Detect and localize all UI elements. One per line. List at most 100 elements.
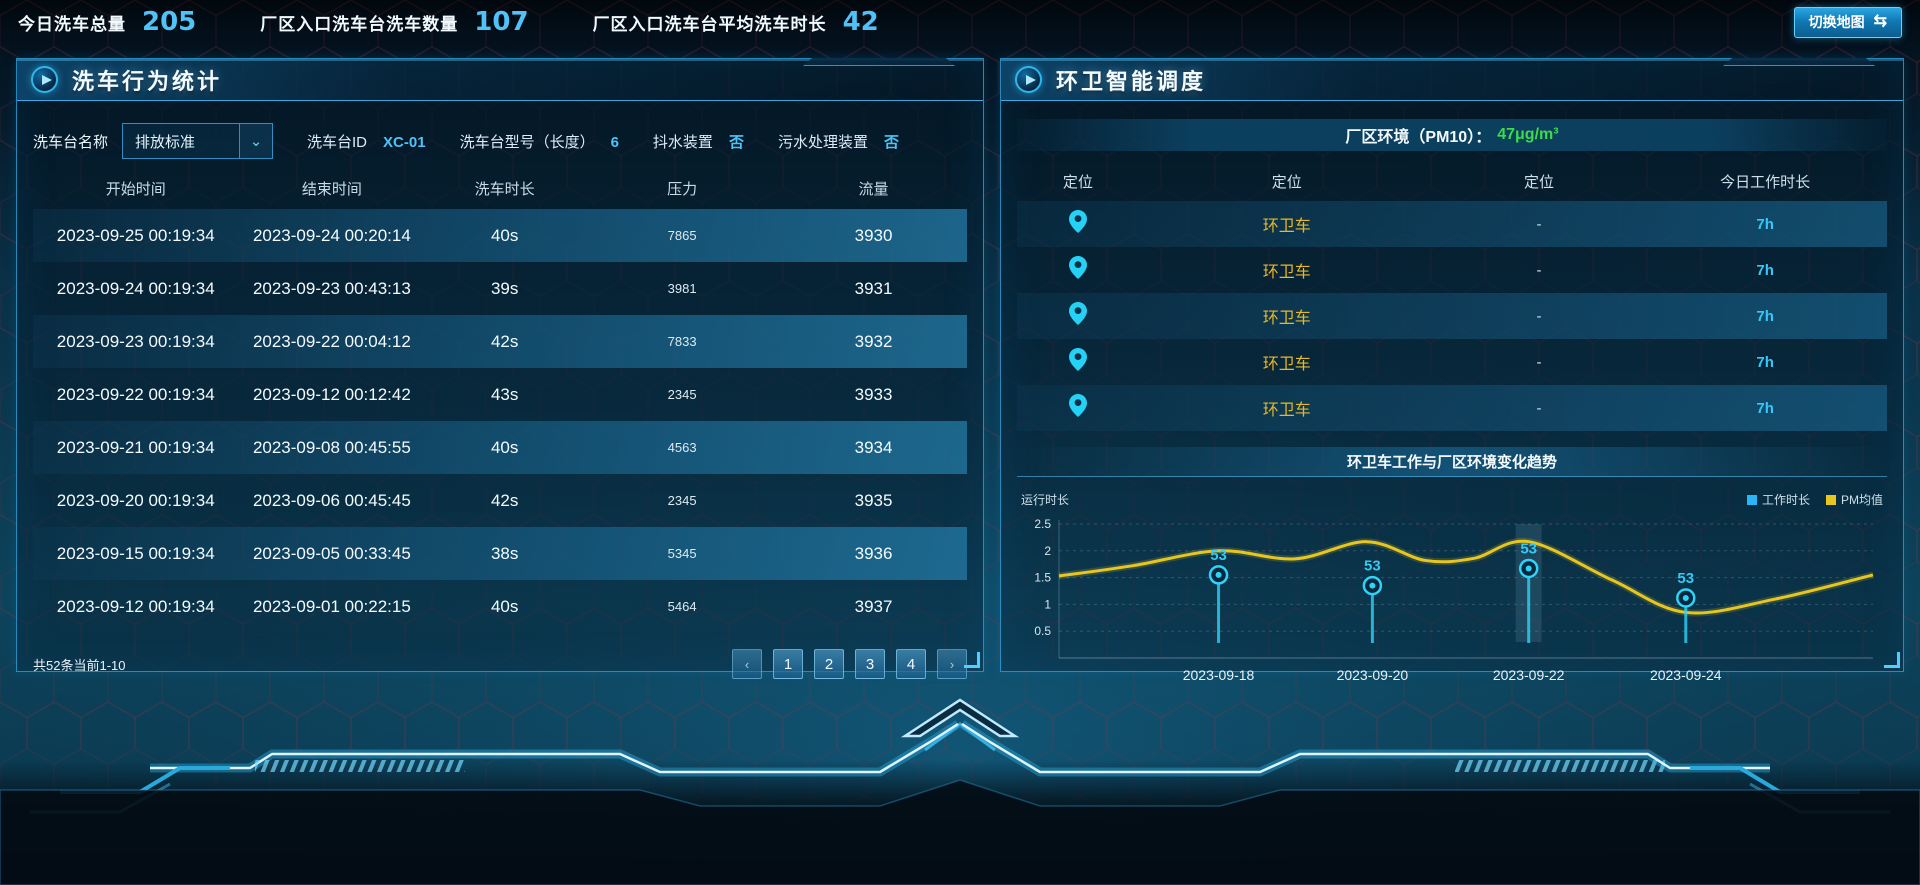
page-button[interactable]: 2 (814, 649, 844, 679)
cell-end-time: 2023-09-12 00:12:42 (252, 384, 411, 404)
stat-avg-duration: 厂区入口洗车台平均洗车时长 42 (593, 7, 879, 37)
location-pin-icon[interactable] (1068, 210, 1087, 233)
svg-text:0.5: 0.5 (1034, 624, 1051, 638)
vehicle-name[interactable]: 环卫车 (1262, 356, 1311, 373)
cell-flow: 3936 (854, 543, 893, 563)
cell-flow: 3937 (854, 596, 893, 616)
page-button[interactable]: 1 (773, 649, 803, 679)
cell-start-time: 2023-09-25 00:19:34 (56, 225, 215, 245)
play-icon (1015, 66, 1042, 93)
legend-swatch-yellow (1825, 494, 1836, 505)
location-pin-icon[interactable] (1068, 348, 1087, 371)
switch-map-button[interactable]: 切换地图 ⇆ (1793, 6, 1902, 38)
cell-pressure: 2345 (667, 493, 697, 508)
vehicle-row: 环卫车 - 7h (1017, 247, 1887, 293)
location-pin-icon[interactable] (1068, 394, 1087, 417)
y-axis-title: 运行时长 (1021, 493, 1070, 507)
station-name-select[interactable]: 排放标准 ⌄ (122, 123, 274, 159)
footer-decoration (0, 698, 1920, 885)
vehicle-name[interactable]: 环卫车 (1262, 402, 1311, 419)
swap-arrows-icon: ⇆ (1873, 13, 1887, 30)
cell-end-time: 2023-09-06 00:45:45 (252, 490, 411, 510)
cell-start-time: 2023-09-22 00:19:34 (56, 384, 215, 404)
vehicle-name[interactable]: 环卫车 (1262, 264, 1311, 281)
legend-work-hours: 工作时长 (1746, 491, 1810, 508)
pin-cell (1017, 302, 1139, 330)
page-button[interactable]: 4 (896, 649, 926, 679)
cell-pressure: 7865 (667, 228, 697, 243)
station-model-field: 洗车台型号（长度） 6 (460, 131, 619, 152)
shake-device-field: 抖水装置 否 (653, 131, 744, 152)
svg-text:53: 53 (1364, 558, 1381, 575)
cell-start-time: 2023-09-15 00:19:34 (56, 543, 215, 563)
cell-start-time: 2023-09-20 00:19:34 (56, 490, 215, 510)
trend-line-chart[interactable]: 0.5 1 1.5 2 2.5 2023-09-18 2023-09-20 2023-09-2… (1013, 510, 1889, 688)
panel-title: 环卫智能调度 (1056, 68, 1207, 94)
column-header: 定位 (1523, 173, 1554, 191)
stat-value: 205 (142, 7, 197, 37)
page-button[interactable]: 3 (855, 649, 885, 679)
cell-duration: 39s (490, 278, 519, 298)
svg-text:53: 53 (1677, 570, 1694, 587)
vehicle-name[interactable]: 环卫车 (1262, 218, 1311, 235)
play-icon (31, 66, 58, 93)
vehicle-name[interactable]: 环卫车 (1262, 310, 1311, 327)
table-row: 2023-09-15 00:19:34 2023-09-05 00:33:45 38… (33, 527, 967, 580)
svg-text:2023-09-20: 2023-09-20 (1337, 667, 1409, 683)
page-title: 洗车行为统计 (72, 68, 223, 94)
location-pin-icon[interactable] (1068, 302, 1087, 325)
vehicle-table-body: 环卫车 - 7h 环卫车 - 7h 环卫车 - 7h 环卫车 - 7h 环卫车 - 7h (1017, 201, 1887, 431)
chevron-down-icon[interactable]: ⌄ (240, 123, 274, 159)
svg-text:2023-09-24: 2023-09-24 (1650, 667, 1722, 683)
wash-table-body: 2023-09-25 00:19:34 2023-09-24 00:20:14 40… (33, 209, 967, 633)
legend-swatch-blue (1746, 494, 1757, 505)
chart-legend: 工作时长 PM均值 (1746, 491, 1883, 508)
svg-text:53: 53 (1520, 540, 1537, 557)
station-id-field: 洗车台ID XC-01 (307, 131, 426, 152)
column-header: 定位 (1271, 173, 1302, 191)
vehicle-location-dash: - (1536, 353, 1542, 371)
column-header: 今日工作时长 (1720, 173, 1811, 191)
svg-text:1: 1 (1044, 597, 1051, 611)
column-header: 洗车时长 (474, 180, 535, 198)
shake-device-label: 抖水装置 (652, 133, 713, 151)
vehicle-table: 定位 定位 定位 今日工作时长 环卫车 -7h 环卫车 -7h 环卫车 -7h 环卫车 -7h 环卫车… (1017, 161, 1887, 431)
svg-text:2: 2 (1044, 544, 1051, 558)
cell-duration: 42s (490, 490, 519, 510)
wash-statistics-panel: 洗车行为统计 洗车台名称 排放标准 ⌄ 洗车台ID XC-01 洗车台型号（长度… (16, 58, 984, 679)
stat-label: 厂区入口洗车台洗车数量 (260, 15, 459, 34)
cell-duration: 40s (490, 437, 519, 457)
vehicle-work-hours: 7h (1756, 261, 1774, 279)
stat-total-wash: 今日洗车总量 205 (18, 7, 196, 37)
chart-top-row: 运行时长 工作时长 PM均值 (1013, 487, 1891, 510)
cell-end-time: 2023-09-05 00:33:45 (252, 543, 411, 563)
cell-duration: 40s (490, 596, 519, 616)
column-header: 流量 (858, 180, 889, 198)
page-buttons: ‹ 1 2 3 4 › (732, 649, 967, 679)
table-row: 2023-09-24 00:19:34 2023-09-23 00:43:13 39… (33, 262, 967, 315)
location-pin-icon[interactable] (1068, 256, 1087, 279)
vehicle-row: 环卫车 - 7h (1017, 385, 1887, 431)
next-page-button[interactable]: › (937, 649, 967, 679)
cell-start-time: 2023-09-23 00:19:34 (56, 331, 215, 351)
stat-label: 厂区入口洗车台平均洗车时长 (592, 15, 827, 34)
cell-end-time: 2023-09-24 00:20:14 (252, 225, 411, 245)
stat-entrance-count: 厂区入口洗车台洗车数量 107 (260, 7, 528, 37)
column-header: 压力 (667, 180, 698, 198)
pin-cell (1017, 256, 1139, 284)
column-header: 定位 (1062, 173, 1093, 191)
column-header: 开始时间 (105, 180, 166, 198)
cell-start-time: 2023-09-21 00:19:34 (56, 437, 215, 457)
prev-page-button[interactable]: ‹ (732, 649, 762, 679)
cell-end-time: 2023-09-01 00:22:15 (252, 596, 411, 616)
pin-cell (1017, 348, 1139, 376)
svg-text:2.5: 2.5 (1034, 517, 1051, 531)
switch-map-label: 切换地图 (1808, 14, 1865, 30)
wash-table: 开始时间 结束时间 洗车时长 压力 流量 2023-09-25 00:19:34 2023… (33, 167, 967, 633)
vehicle-location-dash: - (1536, 215, 1542, 233)
cell-pressure: 5464 (667, 599, 697, 614)
cell-flow: 3933 (854, 384, 893, 404)
sanitation-dispatch-panel: 环卫智能调度 厂区环境（PM10）： 47μg/m³ 定位 定位 定位 今日工作时长 … (1000, 58, 1904, 683)
legend-label: PM均值 (1840, 493, 1883, 507)
topbar: 今日洗车总量 205 厂区入口洗车台洗车数量 107 厂区入口洗车台平均洗车时长… (0, 0, 1920, 44)
